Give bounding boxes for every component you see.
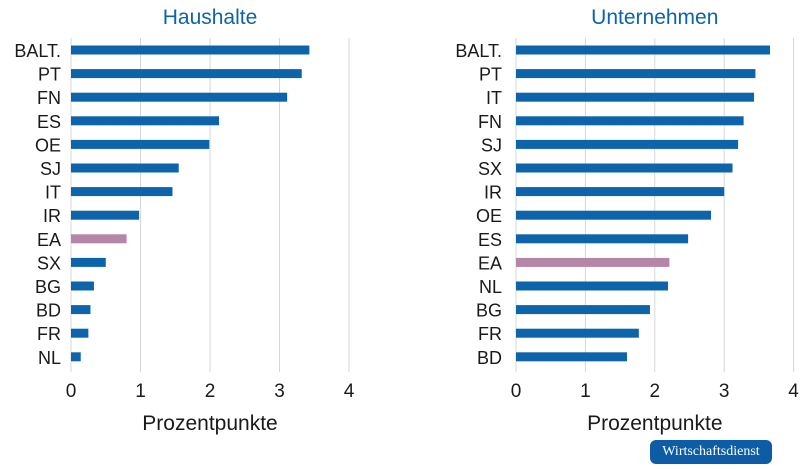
- category-label: ES: [37, 112, 61, 132]
- axis-label: Prozentpunkte: [587, 412, 722, 435]
- category-label: NL: [479, 277, 502, 297]
- bar: [516, 139, 739, 149]
- category-label: NL: [38, 348, 61, 368]
- category-label: OE: [35, 135, 61, 155]
- category-label: SJ: [481, 135, 502, 155]
- bar: [516, 187, 725, 197]
- tick-label: 2: [650, 381, 661, 402]
- category-label: BD: [477, 348, 502, 368]
- bar: [516, 163, 733, 173]
- bar: [71, 257, 106, 267]
- tick-label: 3: [719, 381, 730, 402]
- category-label: EA: [37, 230, 61, 250]
- category-label: EA: [478, 253, 502, 273]
- bar: [516, 352, 628, 362]
- bar: [516, 69, 756, 79]
- category-label: SX: [37, 253, 61, 273]
- bar: [71, 328, 89, 338]
- bar: [71, 234, 127, 244]
- category-label: FR: [478, 324, 502, 344]
- category-label: FN: [37, 88, 61, 108]
- bar: [71, 187, 173, 197]
- bar: [71, 92, 288, 102]
- category-label: BALT.: [14, 41, 61, 61]
- tick-label: 3: [274, 381, 285, 402]
- bar: [516, 305, 650, 315]
- bar: [516, 210, 712, 220]
- category-label: BALT.: [455, 41, 502, 61]
- category-label: OE: [476, 206, 502, 226]
- category-label: PT: [38, 65, 61, 85]
- category-label: BG: [476, 301, 502, 321]
- category-label: FR: [37, 324, 61, 344]
- panel-title: Haushalte: [163, 6, 258, 29]
- category-label: SJ: [40, 159, 61, 179]
- tick-label: 2: [205, 381, 216, 402]
- brand-badge: Wirtschaftsdienst: [650, 440, 772, 464]
- category-label: FN: [478, 112, 502, 132]
- bar: [516, 116, 744, 126]
- bar: [71, 45, 310, 55]
- bar: [71, 210, 140, 220]
- category-label: BG: [35, 277, 61, 297]
- bar: [71, 352, 81, 362]
- panel-title: Unternehmen: [591, 6, 718, 29]
- bar: [71, 163, 179, 173]
- tick-label: 4: [344, 381, 355, 402]
- bar: [71, 116, 220, 126]
- category-label: IT: [45, 183, 61, 203]
- bar: [516, 234, 689, 244]
- bar: [516, 257, 670, 267]
- category-label: BD: [36, 301, 61, 321]
- bar: [71, 281, 94, 291]
- category-label: IT: [486, 88, 502, 108]
- bar: [71, 139, 210, 149]
- category-label: PT: [479, 65, 502, 85]
- bar: [71, 69, 302, 79]
- category-label: IR: [484, 183, 502, 203]
- tick-label: 0: [511, 381, 522, 402]
- bar: [71, 305, 91, 315]
- tick-label: 4: [788, 381, 799, 402]
- category-label: IR: [43, 206, 61, 226]
- tick-label: 0: [66, 381, 77, 402]
- axis-label: Prozentpunkte: [142, 412, 277, 435]
- category-label: ES: [478, 230, 502, 250]
- category-label: SX: [478, 159, 502, 179]
- tick-label: 1: [135, 381, 146, 402]
- bar: [516, 281, 668, 291]
- bar: [516, 92, 755, 102]
- bar: [516, 328, 639, 338]
- bar: [516, 45, 771, 55]
- tick-label: 1: [580, 381, 591, 402]
